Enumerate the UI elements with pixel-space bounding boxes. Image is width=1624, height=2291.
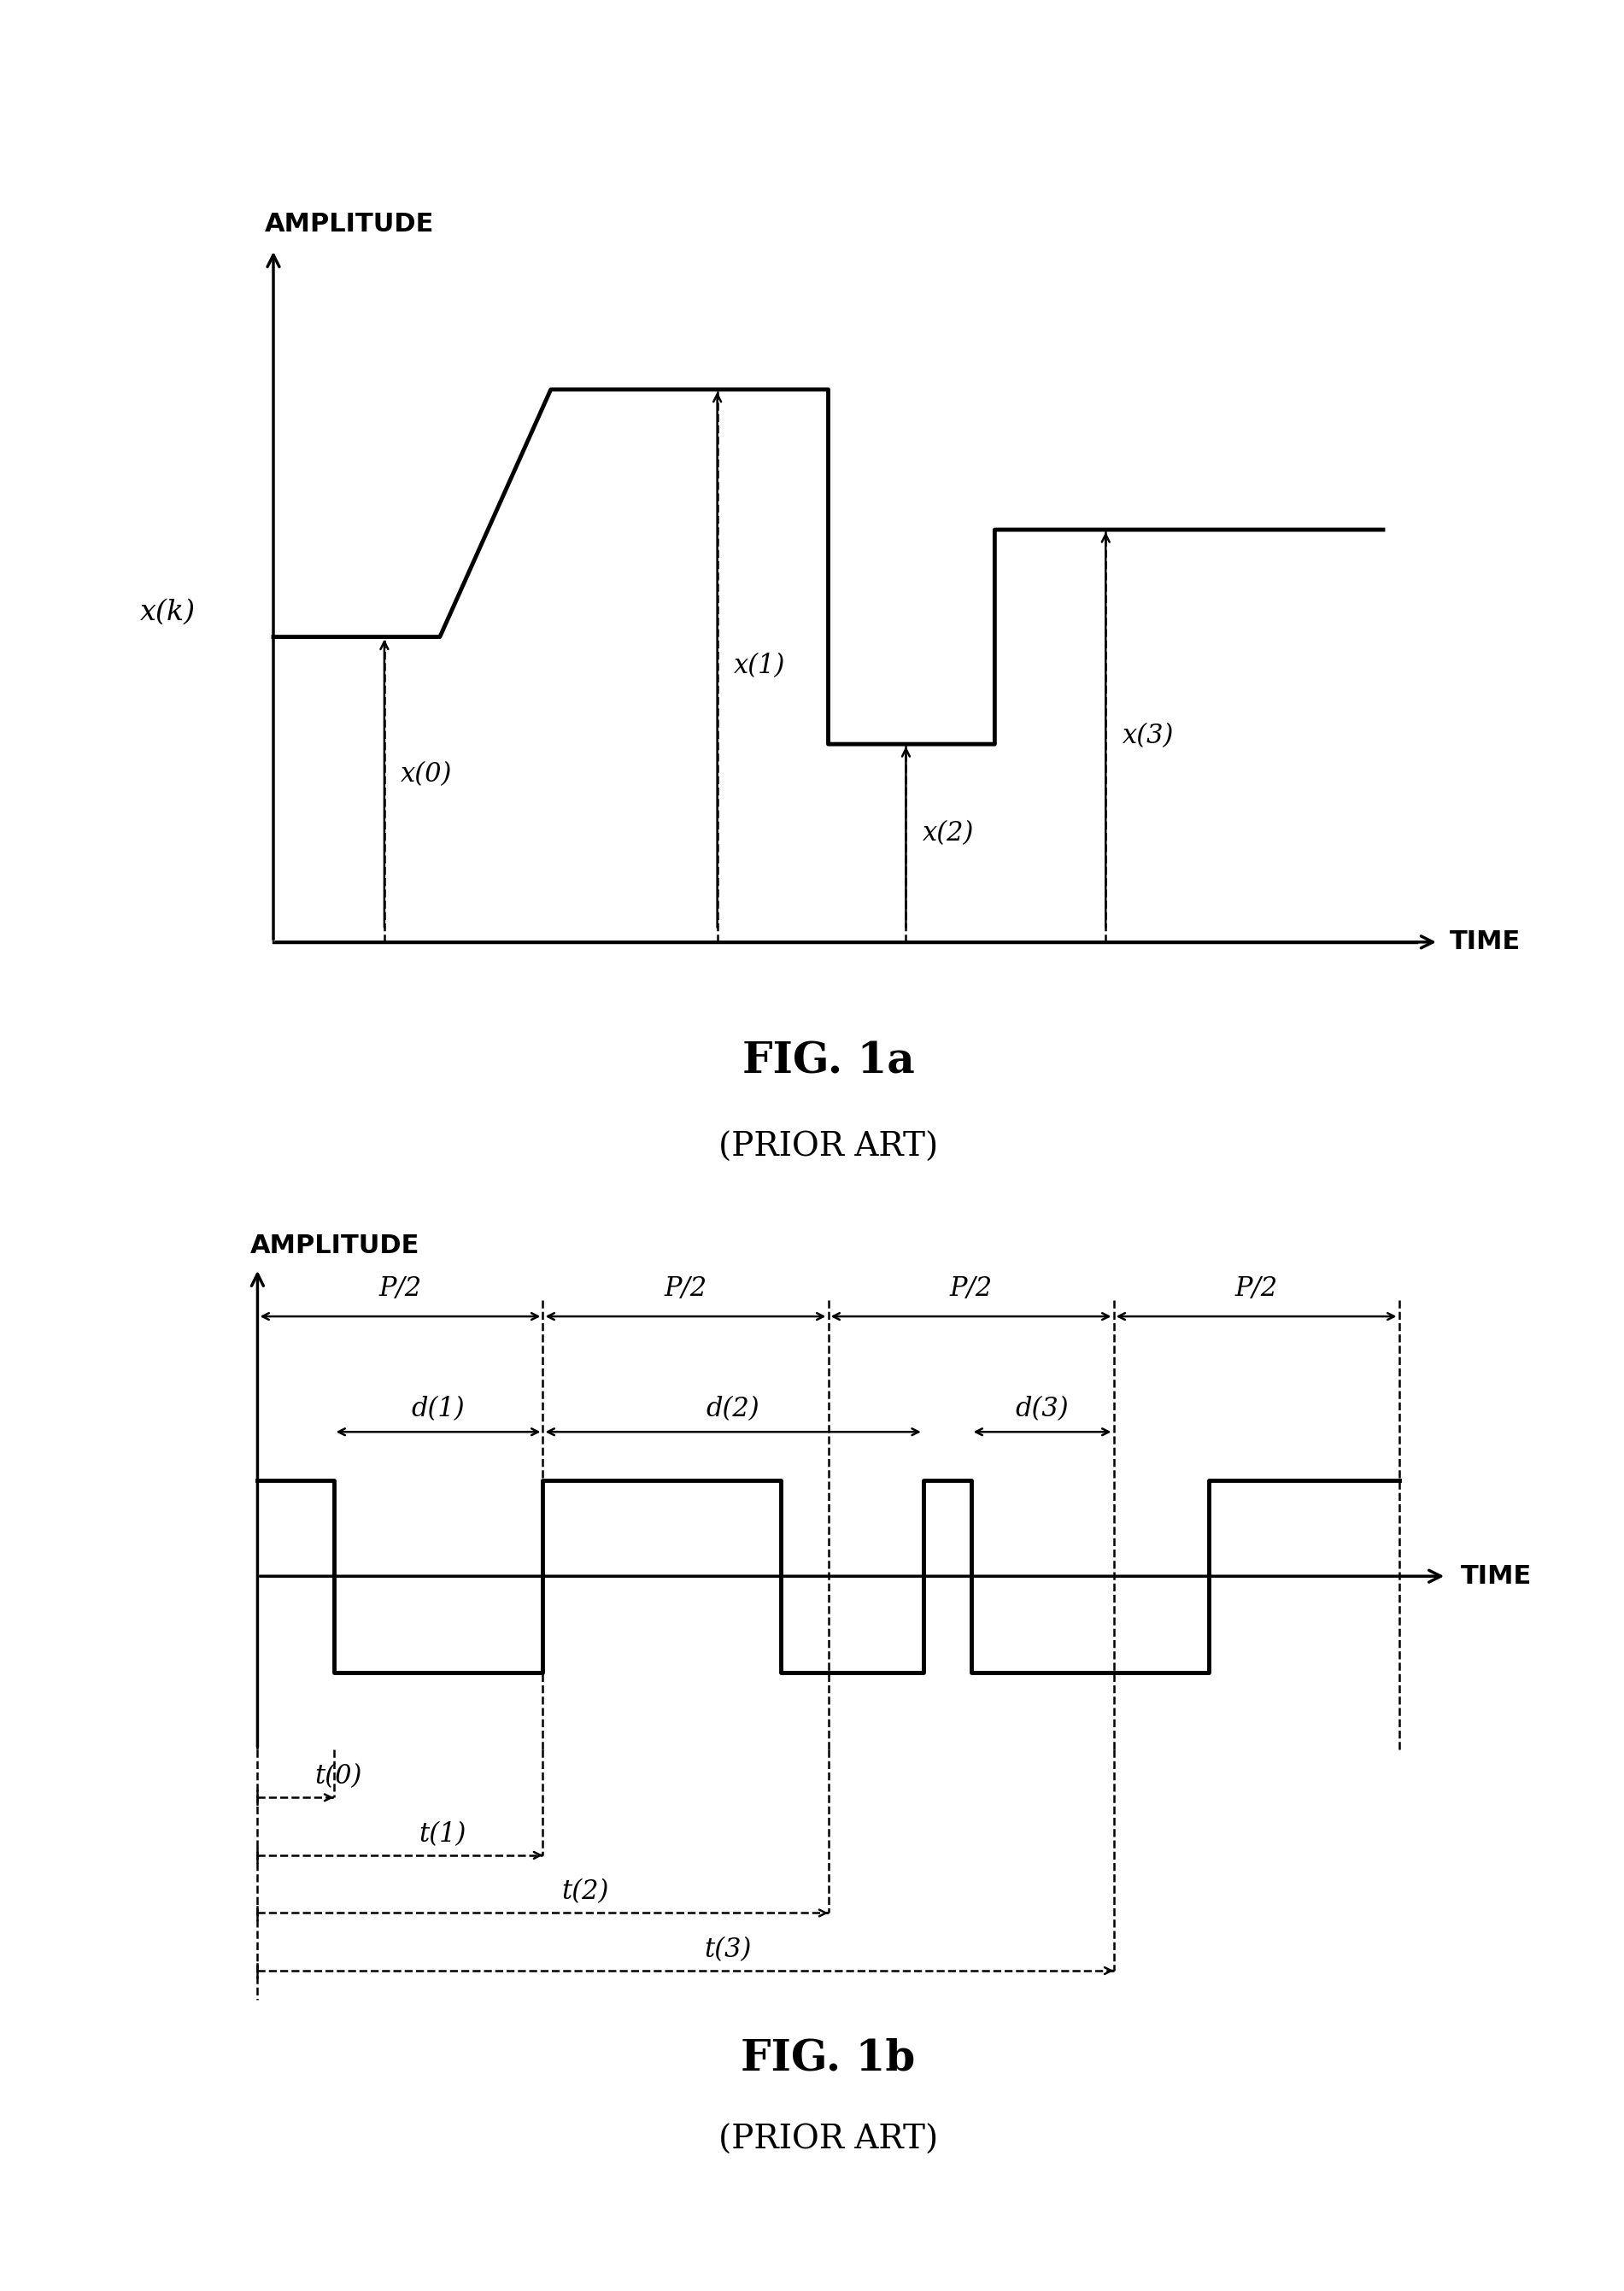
Text: d(1): d(1) bbox=[411, 1395, 464, 1423]
Text: x(2): x(2) bbox=[922, 820, 974, 845]
Text: FIG. 1b: FIG. 1b bbox=[741, 2039, 916, 2080]
Text: t(3): t(3) bbox=[705, 1936, 752, 1963]
Text: x(k): x(k) bbox=[140, 598, 197, 625]
Text: t(0): t(0) bbox=[315, 1764, 362, 1789]
Text: P/2: P/2 bbox=[1234, 1276, 1278, 1301]
Text: x(1): x(1) bbox=[734, 653, 786, 678]
Text: AMPLITUDE: AMPLITUDE bbox=[250, 1235, 419, 1258]
Text: d(2): d(2) bbox=[706, 1395, 760, 1423]
Text: TIME: TIME bbox=[1450, 930, 1520, 955]
Text: (PRIOR ART): (PRIOR ART) bbox=[718, 1132, 939, 1164]
Text: t(2): t(2) bbox=[562, 1879, 609, 1906]
Text: (PRIOR ART): (PRIOR ART) bbox=[718, 2124, 939, 2156]
Text: P/2: P/2 bbox=[950, 1276, 992, 1301]
Text: t(1): t(1) bbox=[419, 1821, 466, 1847]
Text: x(0): x(0) bbox=[401, 761, 453, 788]
Text: FIG. 1a: FIG. 1a bbox=[742, 1040, 914, 1084]
Text: P/2: P/2 bbox=[378, 1276, 422, 1301]
Text: AMPLITUDE: AMPLITUDE bbox=[265, 213, 434, 236]
Text: d(3): d(3) bbox=[1015, 1395, 1069, 1423]
Text: x(3): x(3) bbox=[1122, 722, 1174, 749]
Text: TIME: TIME bbox=[1462, 1565, 1531, 1588]
Text: P/2: P/2 bbox=[664, 1276, 706, 1301]
